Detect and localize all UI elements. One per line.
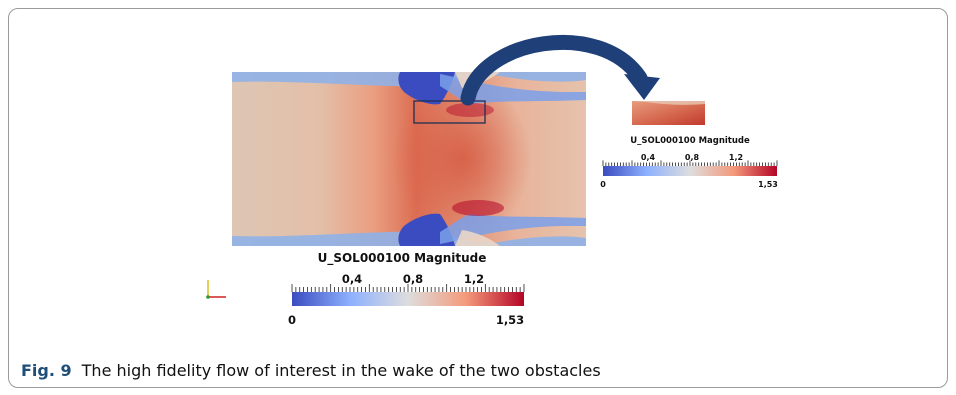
inset-detail (632, 101, 705, 105)
axes-orientation-icon (206, 280, 226, 299)
main-tick-label: 1,2 (464, 272, 484, 286)
figure-caption-text: The high fidelity flow of interest in th… (81, 361, 601, 380)
flow-core (392, 81, 532, 237)
inset-field (632, 101, 705, 125)
inset-tick-label: 0,8 (685, 153, 700, 162)
bottom-shear-layer (440, 214, 586, 244)
figure-caption: Fig. 9 The high fidelity flow of interest… (21, 361, 601, 380)
inset-colorbar-max: 1,53 (758, 180, 778, 189)
zoom-arrow-head (624, 74, 660, 100)
figure-label: Fig. 9 (21, 361, 72, 380)
region-of-interest-box (413, 100, 486, 124)
main-colorbar (292, 292, 524, 306)
top-jet (446, 103, 494, 117)
bottom-jet (452, 200, 504, 216)
main-colorbar-title: U_SOL000100 Magnitude (318, 251, 487, 266)
inset-tick-label: 1,2 (729, 153, 743, 162)
top-shear-layer (440, 74, 586, 104)
main-colorbar-ticks (291, 284, 525, 292)
main-colorbar-max: 1,53 (496, 313, 524, 327)
main-tick-label: 0,8 (403, 272, 423, 286)
inset-tick-label: 0,4 (641, 153, 656, 162)
main-colorbar-min: 0 (288, 313, 296, 327)
bottom-obstacle-body (455, 230, 500, 246)
inset-colorbar-min: 0 (600, 180, 606, 189)
inset-colorbar-title: U_SOL000100 Magnitude (630, 136, 750, 146)
inset-colorbar (603, 166, 777, 176)
main-tick-label: 0,4 (342, 272, 362, 286)
zoom-arrow (460, 34, 648, 106)
flow-field (232, 72, 586, 246)
inset-colorbar-ticks (602, 160, 778, 166)
